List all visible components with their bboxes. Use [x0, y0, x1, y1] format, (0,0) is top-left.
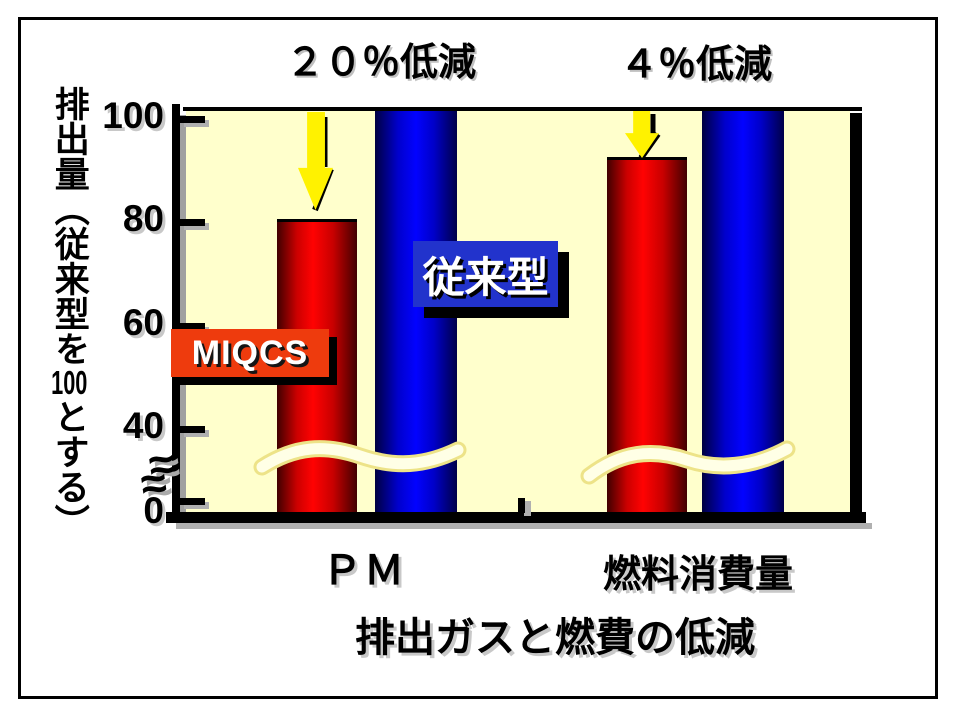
y-axis-shadow [180, 115, 186, 519]
y-tick-60 [180, 323, 205, 330]
annotation-pm-reduction: ２０％低減 [286, 42, 477, 84]
category-label-pm: ＰＭ [322, 549, 406, 593]
y-tick-label-60: 60 [122, 302, 164, 343]
x-axis-shadow [176, 523, 872, 529]
x-axis [166, 512, 866, 523]
x-axis-mid-tick [518, 498, 525, 513]
bar-miqcs-fuel [607, 157, 687, 518]
y-tick-0 [180, 498, 205, 505]
category-label-fuel: 燃料消費量 [602, 554, 793, 596]
annotation-fuel-reduction: ４％低減 [620, 44, 773, 86]
plot-top-border [183, 107, 862, 111]
y-tick-label-80: 80 [122, 198, 164, 239]
legend-conventional-label: 従来型 [422, 253, 549, 301]
y-tick-label-100: 100 [102, 95, 164, 136]
y-axis-title: 排出量（従来型を100とする） [49, 86, 89, 539]
plot-shadow [850, 113, 862, 523]
y-tick-label-40: 40 [122, 405, 164, 446]
y-tick-40 [180, 426, 205, 433]
y-tick-label-0: 0 [143, 490, 164, 531]
legend-miqcs-label: MIQCS [191, 333, 309, 372]
legend-miqcs: MIQCS [171, 329, 329, 377]
bar-conventional-fuel [702, 111, 784, 515]
y-tick-80 [180, 219, 205, 226]
y-axis [172, 104, 180, 519]
chart-title: 排出ガスと燃費の低減 [355, 616, 755, 660]
legend-conventional: 従来型 [413, 241, 558, 307]
y-tick-100 [180, 116, 205, 123]
